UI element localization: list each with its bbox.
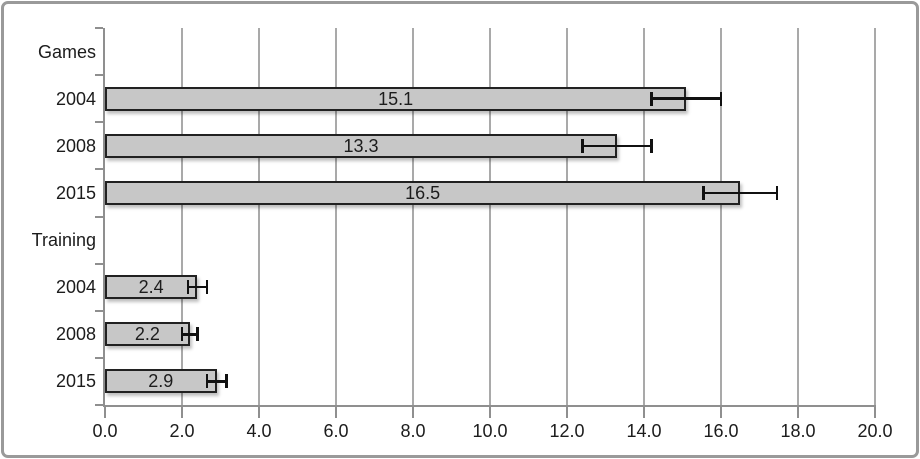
x-axis-tick-label: 10.0	[472, 421, 508, 441]
x-axis-tick	[257, 405, 260, 418]
category-label: 2008	[55, 324, 96, 345]
bar	[105, 369, 217, 394]
gridline	[565, 28, 568, 405]
y-axis-tick	[95, 404, 103, 406]
x-axis-tick-label: 6.0	[323, 421, 349, 441]
bar-value-label: 16.5	[405, 182, 441, 203]
x-axis-tick-label: 0.0	[92, 421, 118, 441]
x-axis-tick	[796, 405, 799, 418]
bar-value-label: 13.3	[343, 135, 379, 156]
y-axis-tick	[95, 168, 103, 171]
error-bar-line	[651, 97, 721, 100]
bar	[105, 180, 741, 205]
y-axis-tick	[95, 121, 103, 124]
x-axis-tick	[642, 405, 645, 418]
y-axis-tick	[95, 27, 103, 29]
bar	[105, 133, 618, 158]
error-bar-cap	[196, 327, 199, 342]
error-bar-cap	[650, 91, 653, 106]
category-label: 2015	[55, 371, 96, 392]
y-axis-tick	[95, 215, 103, 218]
error-bar-line	[582, 144, 652, 148]
category-axis-labels: Games 2004 2008 2015 Training 2004 2008 2015	[0, 28, 96, 405]
gridline	[873, 28, 876, 405]
x-axis-labels: 0.0 2.0 4.0 6.0 8.0 10.0 12.0 14.0 16.0 18.0 20.0	[0, 419, 920, 445]
category-label: 2004	[55, 277, 96, 298]
category-label: 2015	[55, 182, 96, 203]
gridline	[334, 28, 337, 405]
x-axis-tick	[334, 405, 337, 418]
category-label: Games	[37, 41, 96, 62]
x-axis-tick	[873, 405, 876, 418]
error-bar-cap	[205, 374, 209, 389]
x-axis-tick-label: 16.0	[703, 421, 739, 441]
x-axis-tick	[488, 405, 491, 418]
error-bar-cap	[205, 280, 209, 295]
bar-value-label: 2.2	[134, 324, 160, 345]
x-axis-tick	[565, 405, 568, 418]
x-axis-tick-label: 20.0	[857, 421, 893, 441]
x-axis-tick-label: 8.0	[400, 421, 426, 441]
error-bar-cap	[186, 280, 190, 295]
gridline	[488, 28, 491, 405]
category-label: Training	[31, 230, 96, 251]
gridline	[411, 28, 414, 405]
y-axis-tick	[95, 356, 103, 359]
category-label: 2008	[55, 135, 96, 156]
error-bar-line	[182, 333, 198, 336]
error-bar-cap	[180, 327, 184, 342]
bar	[105, 86, 687, 111]
y-axis-tick	[95, 262, 103, 265]
error-bar-cap	[225, 374, 228, 389]
x-axis-tick	[411, 405, 414, 418]
x-axis-tick	[180, 405, 183, 418]
error-bar-cap	[719, 91, 723, 106]
x-axis-tick-label: 2.0	[169, 421, 195, 441]
y-axis-tick	[95, 74, 103, 77]
gridline	[642, 28, 645, 405]
gridline	[180, 28, 183, 405]
bar-value-label: 15.1	[378, 88, 414, 109]
error-bar-cap	[581, 138, 584, 153]
x-axis-tick-label: 18.0	[780, 421, 816, 441]
bar	[105, 322, 190, 347]
x-axis-tick	[103, 405, 106, 418]
error-bar-line	[207, 380, 227, 383]
x-axis-tick-label: 12.0	[549, 421, 585, 441]
plot-area: 15.1 13.3 16.5 2.4 2.2 2.9	[95, 27, 876, 418]
error-bar-cap	[775, 185, 779, 200]
category-label: 2004	[55, 88, 96, 109]
gridline	[719, 28, 722, 405]
error-bar-cap	[702, 185, 705, 200]
error-bar-cap	[650, 138, 653, 153]
x-axis-tick	[719, 405, 722, 418]
x-axis-tick-label: 14.0	[626, 421, 662, 441]
error-bar-line	[187, 285, 208, 289]
y-axis-tick	[95, 309, 103, 312]
gridline	[257, 28, 260, 405]
gridline	[796, 28, 799, 405]
x-axis-tick-label: 4.0	[246, 421, 272, 441]
error-bar-line	[703, 191, 777, 195]
bar-value-label: 2.4	[138, 277, 164, 298]
bar-value-label: 2.9	[148, 371, 174, 392]
